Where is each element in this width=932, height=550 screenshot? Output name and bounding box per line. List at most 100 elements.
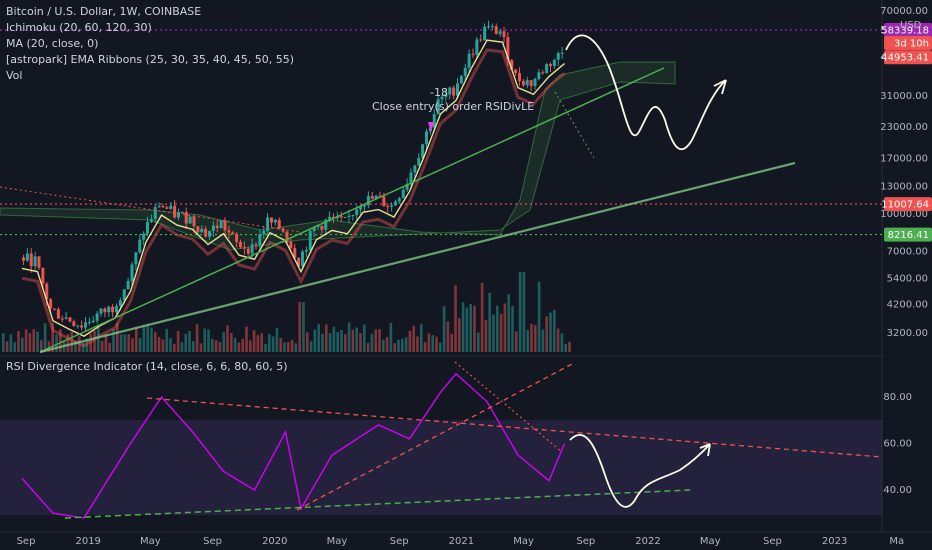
indicator-rsi-divergence[interactable]: RSI Divergence Indicator (14, close, 6, … bbox=[6, 360, 288, 373]
volume-bar bbox=[138, 338, 142, 352]
volume-bar bbox=[100, 341, 104, 352]
volume-bar bbox=[5, 341, 9, 352]
indicator-ema-ribbons[interactable]: [astropark] EMA Ribbons (25, 30, 35, 40,… bbox=[6, 53, 295, 66]
candle-body bbox=[126, 281, 130, 290]
volume-bar bbox=[507, 294, 510, 352]
volume-bar bbox=[108, 342, 111, 352]
candle-body bbox=[487, 26, 490, 28]
candle-body bbox=[413, 165, 417, 173]
candle-body bbox=[130, 264, 134, 282]
candle-body bbox=[169, 205, 173, 209]
volume-bar bbox=[313, 329, 317, 352]
time-tick-label: 2019 bbox=[75, 536, 100, 547]
candle-body bbox=[316, 225, 320, 227]
volume-bar bbox=[218, 342, 222, 352]
candle-body bbox=[363, 205, 366, 207]
volume-bar bbox=[173, 343, 176, 352]
candle-body bbox=[76, 325, 80, 327]
candle-body bbox=[533, 78, 537, 87]
volume-bar bbox=[13, 342, 16, 352]
volume-bar bbox=[366, 342, 370, 352]
volume-bar bbox=[28, 333, 32, 352]
rsi-divergence-line bbox=[454, 361, 563, 453]
candle-body bbox=[510, 59, 514, 70]
volume-bar bbox=[142, 325, 146, 352]
volume-bar bbox=[40, 340, 43, 352]
volume-bar bbox=[2, 333, 5, 352]
volume-bar bbox=[477, 332, 480, 352]
candle-body bbox=[293, 248, 297, 259]
indicator-ma[interactable]: MA (20, close, 0) bbox=[6, 37, 99, 50]
volume-bar bbox=[355, 327, 358, 352]
volume-bar bbox=[157, 336, 161, 352]
candle-body bbox=[29, 253, 33, 267]
candle-body bbox=[514, 69, 518, 74]
volume-bar bbox=[549, 312, 552, 352]
volume-bar bbox=[374, 329, 377, 352]
volume-bar bbox=[496, 305, 499, 352]
volume-bar bbox=[435, 336, 438, 352]
candle-body bbox=[258, 234, 262, 246]
candle-body bbox=[138, 239, 142, 253]
candle-body bbox=[405, 183, 409, 190]
candle-body bbox=[192, 216, 196, 227]
volume-bar bbox=[81, 342, 85, 352]
time-tick-label: 2023 bbox=[822, 536, 847, 547]
price-tag-bg bbox=[884, 227, 932, 242]
volume-bar bbox=[439, 342, 442, 352]
candle-body bbox=[22, 257, 25, 261]
rsi-trend-rising bbox=[296, 363, 573, 511]
order-annotation: Close entry(s) order RSIDivLE bbox=[372, 100, 535, 113]
candle-body bbox=[328, 216, 332, 220]
volume-bar bbox=[382, 339, 385, 352]
candle-body bbox=[386, 206, 390, 208]
volume-bar bbox=[199, 343, 203, 352]
candle-body bbox=[521, 80, 525, 86]
volume-bar bbox=[294, 343, 298, 352]
volume-bar bbox=[256, 335, 260, 352]
time-tick-label: Ma bbox=[889, 536, 904, 547]
candle-body bbox=[560, 52, 564, 54]
volume-bar bbox=[271, 336, 275, 352]
indicator-ichimoku[interactable]: Ichimoku (20, 60, 120, 30) bbox=[6, 21, 152, 34]
volume-bar bbox=[264, 343, 267, 352]
volume-bar bbox=[336, 332, 339, 352]
trendline-green bbox=[39, 67, 665, 353]
time-tick-label: May bbox=[327, 536, 348, 547]
candle-body bbox=[200, 228, 204, 233]
rsi-tick-label: 60.00 bbox=[883, 439, 912, 450]
candle-body bbox=[60, 318, 64, 320]
price-tag-text: 3d 10h bbox=[894, 39, 929, 50]
candle-body bbox=[118, 300, 122, 307]
time-tick-label: May bbox=[513, 536, 534, 547]
volume-bar bbox=[165, 328, 168, 352]
candle-body bbox=[347, 215, 351, 217]
trendline-resistance bbox=[0, 186, 301, 233]
candle-body bbox=[529, 80, 533, 87]
candle-body bbox=[324, 219, 328, 230]
volume-bar bbox=[302, 302, 305, 352]
candle-body bbox=[142, 233, 146, 240]
candle-body bbox=[204, 228, 208, 237]
candle-body bbox=[556, 53, 560, 60]
candle-body bbox=[541, 72, 545, 74]
volume-bar bbox=[275, 328, 279, 352]
time-tick-label: Sep bbox=[576, 536, 595, 547]
indicator-volume[interactable]: Vol bbox=[6, 69, 23, 82]
volume-bar bbox=[249, 340, 252, 352]
time-tick-label: Sep bbox=[17, 536, 36, 547]
volume-bar bbox=[306, 332, 309, 352]
candle-body bbox=[49, 299, 53, 309]
volume-bar bbox=[78, 336, 81, 352]
time-tick-label: 2020 bbox=[262, 536, 287, 547]
candle-body bbox=[188, 216, 192, 224]
volume-bar bbox=[423, 342, 427, 352]
candle-body bbox=[87, 321, 91, 323]
price-tag-bg bbox=[884, 23, 932, 37]
rsi-band bbox=[0, 420, 882, 515]
volume-bar bbox=[416, 336, 419, 352]
candle-body bbox=[425, 131, 428, 145]
candle-body bbox=[219, 220, 223, 228]
volume-bar bbox=[328, 333, 332, 352]
